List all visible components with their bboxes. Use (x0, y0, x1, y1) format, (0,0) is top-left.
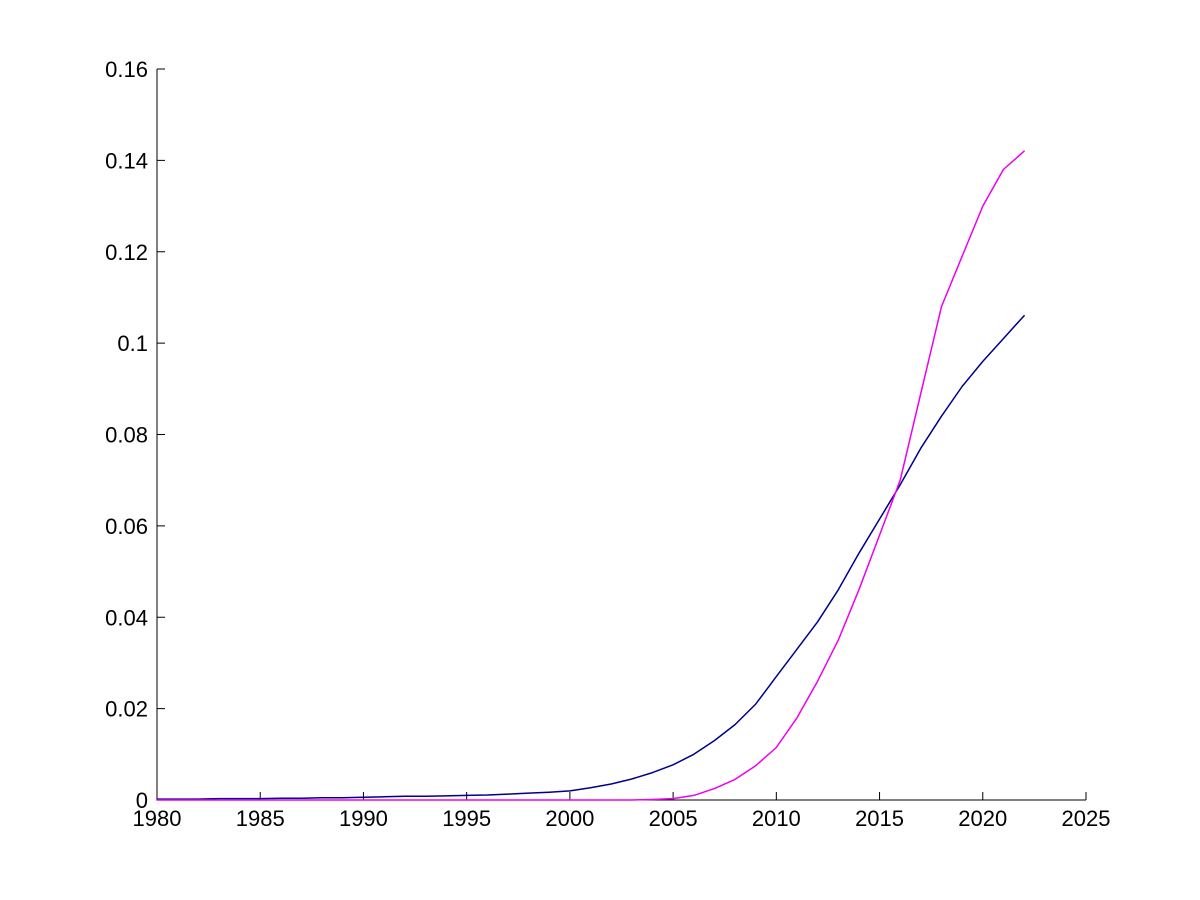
x-tick-label: 1980 (133, 806, 182, 831)
x-tick-label: 1995 (442, 806, 491, 831)
x-tick-label: 2015 (855, 806, 904, 831)
y-tick-label: 0.06 (105, 514, 148, 539)
y-tick-label: 0.08 (105, 423, 148, 448)
x-tick-label: 1985 (236, 806, 285, 831)
x-tick-label: 2025 (1062, 806, 1111, 831)
y-tick-label: 0 (136, 788, 148, 813)
magenta-line (156, 150, 1025, 801)
y-tick-label: 0.14 (105, 148, 148, 173)
y-tick-label: 0.12 (105, 240, 148, 265)
y-tick-label: 0.02 (105, 697, 148, 722)
x-tick-label: 2010 (752, 806, 801, 831)
x-tick-label: 2020 (958, 806, 1007, 831)
y-tick-label: 0.16 (105, 57, 148, 82)
x-tick-label: 1990 (339, 806, 388, 831)
x-tick-label: 2005 (649, 806, 698, 831)
axis-lines (156, 69, 1086, 801)
y-tick-label: 0.1 (117, 331, 148, 356)
x-tick-label: 2000 (545, 806, 594, 831)
navy-line (156, 314, 1025, 800)
y-tick-label: 0.04 (105, 605, 148, 630)
